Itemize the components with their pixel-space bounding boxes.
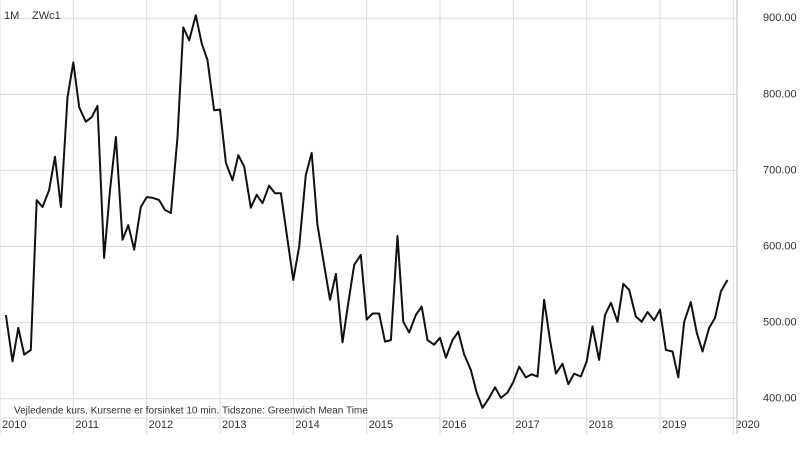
x-tick-label: 2019 xyxy=(662,419,686,431)
y-tick-label: 900.00 xyxy=(763,12,797,24)
y-tick-label: 800.00 xyxy=(763,88,797,100)
x-tick-label: 2020 xyxy=(735,419,759,431)
x-tick-label: 2012 xyxy=(149,419,173,431)
x-tick-label: 2015 xyxy=(369,419,393,431)
y-tick-label: 400.00 xyxy=(763,393,797,405)
x-tick-label: 2010 xyxy=(2,419,26,431)
x-tick-label: 2017 xyxy=(515,419,539,431)
price-line xyxy=(4,14,729,409)
chart-subtitle: 1M xyxy=(4,10,19,22)
annotation: Tidszone: Greenwich Mean Time xyxy=(222,406,368,417)
x-tick-label: 2018 xyxy=(589,419,613,431)
y-tick-label: 600.00 xyxy=(763,240,797,252)
x-tick-label: 2011 xyxy=(75,419,99,431)
x-tick-label: 2016 xyxy=(442,419,466,431)
x-tick-label: 2013 xyxy=(222,419,246,431)
x-tick-label: 2014 xyxy=(295,419,319,431)
y-tick-label: 500.00 xyxy=(763,317,797,329)
y-tick-label: 700.00 xyxy=(763,164,797,176)
chart-title: ZWc1 xyxy=(32,10,61,22)
annotation: Vejledende kurs. Kurserne er forsinket 1… xyxy=(14,406,219,417)
